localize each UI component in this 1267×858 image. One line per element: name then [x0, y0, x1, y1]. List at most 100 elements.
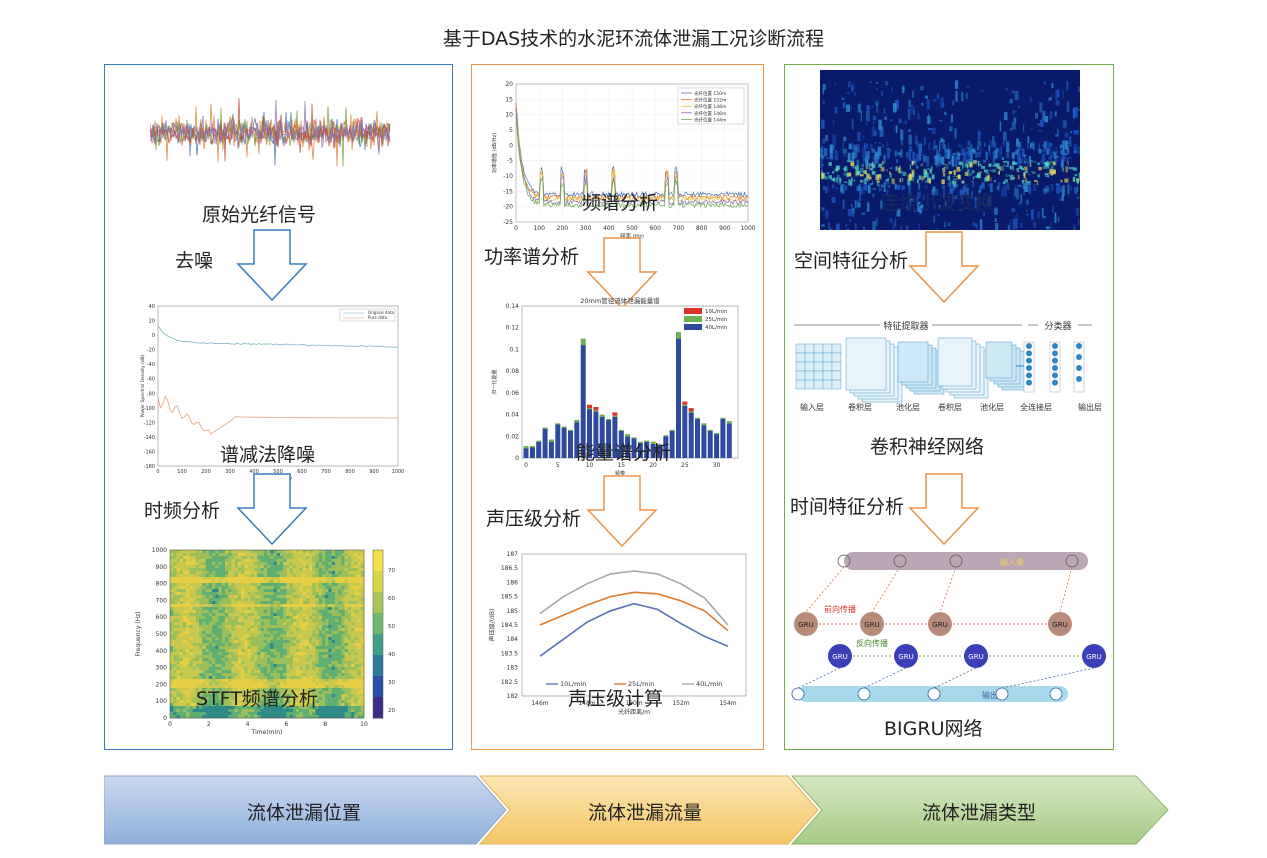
stft-cell — [351, 601, 355, 605]
stft-cell — [225, 610, 229, 614]
stft-cell — [347, 652, 352, 656]
stft-cell — [195, 619, 200, 623]
cwt-feature — [842, 142, 844, 153]
stft-cell — [176, 649, 180, 653]
stft-cell — [208, 697, 213, 701]
stft-cell — [279, 646, 284, 650]
stft-cell — [286, 553, 290, 557]
stft-cell — [312, 667, 316, 671]
stft-cell — [205, 607, 210, 611]
stft-cell — [182, 664, 187, 668]
stft-cell — [267, 703, 271, 707]
cwt-feature — [994, 141, 997, 147]
stft-cell — [215, 697, 219, 701]
stft-cell — [215, 667, 219, 671]
stft-cell — [225, 688, 229, 692]
stft-cell — [347, 622, 352, 626]
stft-cell — [254, 661, 258, 665]
stft-cell — [257, 640, 261, 644]
stft-cell — [199, 676, 203, 680]
middle-panel — [471, 64, 764, 750]
stft-cell — [276, 649, 281, 653]
stft-cell — [344, 664, 349, 668]
stft-cell — [296, 619, 300, 623]
gru-backward-unit — [964, 644, 988, 668]
stft-cell — [273, 601, 277, 605]
cwt-feature — [894, 188, 899, 190]
stft-cell — [318, 586, 323, 590]
stft-cell — [331, 685, 336, 689]
cwt-feature — [911, 160, 914, 166]
stft-cell — [170, 688, 174, 692]
stft-cell — [360, 673, 365, 677]
stft-cell — [228, 625, 232, 629]
stft-cell — [276, 664, 281, 668]
stft-cell — [276, 616, 281, 620]
stft-cell — [234, 553, 239, 557]
stft-cell — [296, 589, 300, 593]
stft-cell — [286, 652, 290, 656]
cwt-feature — [918, 175, 922, 180]
stft-cell — [182, 565, 187, 569]
stft-cell — [292, 610, 297, 614]
energy-bar-40 — [714, 434, 720, 458]
stft-cell — [247, 562, 252, 566]
cwt-feature — [861, 163, 864, 168]
cnn-neuron — [1026, 357, 1032, 364]
stft-cell — [215, 628, 219, 632]
stft-cell — [182, 616, 187, 620]
stft-cell — [325, 649, 329, 653]
stft-cell — [341, 580, 345, 584]
stft-cell — [205, 625, 210, 629]
stft-cell — [302, 685, 307, 689]
cwt-feature — [854, 200, 857, 208]
stft-cell — [315, 664, 319, 668]
stft-cell — [237, 637, 242, 641]
stft-cell — [267, 697, 271, 701]
cwt-feature — [918, 223, 920, 230]
stft-cell — [263, 655, 268, 659]
cwt-feature — [951, 114, 953, 123]
stft-cell — [325, 556, 329, 560]
stft-cell — [302, 673, 307, 677]
stft-cell — [254, 676, 258, 680]
stft-cell — [273, 709, 277, 713]
stft-cell — [244, 583, 248, 587]
stft-cell — [186, 712, 190, 716]
stft-cell — [250, 703, 255, 707]
stft-cell — [334, 562, 339, 566]
cwt-feature — [994, 208, 998, 215]
cnn-input-cell — [813, 352, 824, 363]
stft-cell — [205, 697, 210, 701]
stft-cell — [218, 616, 222, 620]
spl-xtick: 146m — [531, 700, 548, 707]
stft-cell — [176, 643, 180, 647]
stft-cell — [247, 622, 252, 626]
cwt-feature — [847, 152, 851, 162]
stft-cell — [283, 682, 287, 686]
stft-cell — [351, 622, 355, 626]
stft-cell — [247, 709, 252, 713]
cwt-feature — [966, 85, 971, 88]
stft-cell — [357, 571, 361, 575]
stft-cell — [315, 583, 319, 587]
stft-cell — [231, 634, 235, 638]
cwt-feature — [1049, 144, 1054, 147]
stft-cell — [312, 583, 316, 587]
stft-cell — [199, 706, 203, 710]
stft-cell — [260, 664, 264, 668]
stft-cell — [289, 688, 294, 692]
stft-cell — [234, 565, 239, 569]
cwt-feature — [880, 188, 882, 191]
stft-cell — [234, 613, 239, 617]
cwt-feature — [944, 144, 946, 154]
cwt-feature — [952, 100, 954, 106]
cwt-feature — [1012, 219, 1015, 230]
cnn-layer-label: 池化层 — [980, 402, 1004, 412]
stft-cell — [218, 580, 222, 584]
stft-cell — [182, 568, 187, 572]
stft-cell — [247, 670, 252, 674]
stft-cell — [189, 712, 193, 716]
stft-cell — [186, 637, 190, 641]
stft-cell — [234, 598, 239, 602]
